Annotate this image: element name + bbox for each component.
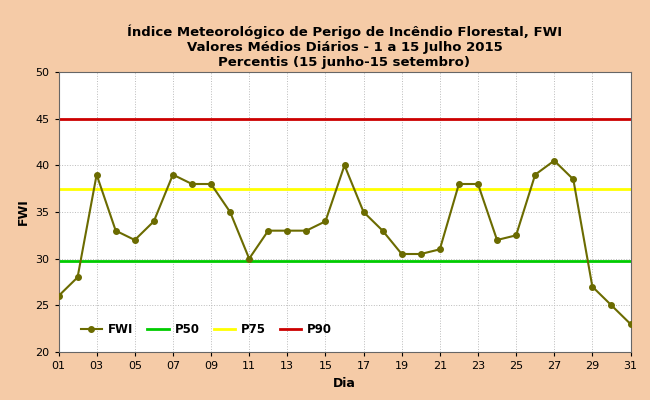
Y-axis label: FWI: FWI	[17, 199, 30, 225]
X-axis label: Dia: Dia	[333, 376, 356, 390]
Legend: FWI, P50, P75, P90: FWI, P50, P75, P90	[76, 318, 337, 340]
Title: Índice Meteorológico de Perigo de Incêndio Florestal, FWI
Valores Médios Diários: Índice Meteorológico de Perigo de Incênd…	[127, 25, 562, 70]
